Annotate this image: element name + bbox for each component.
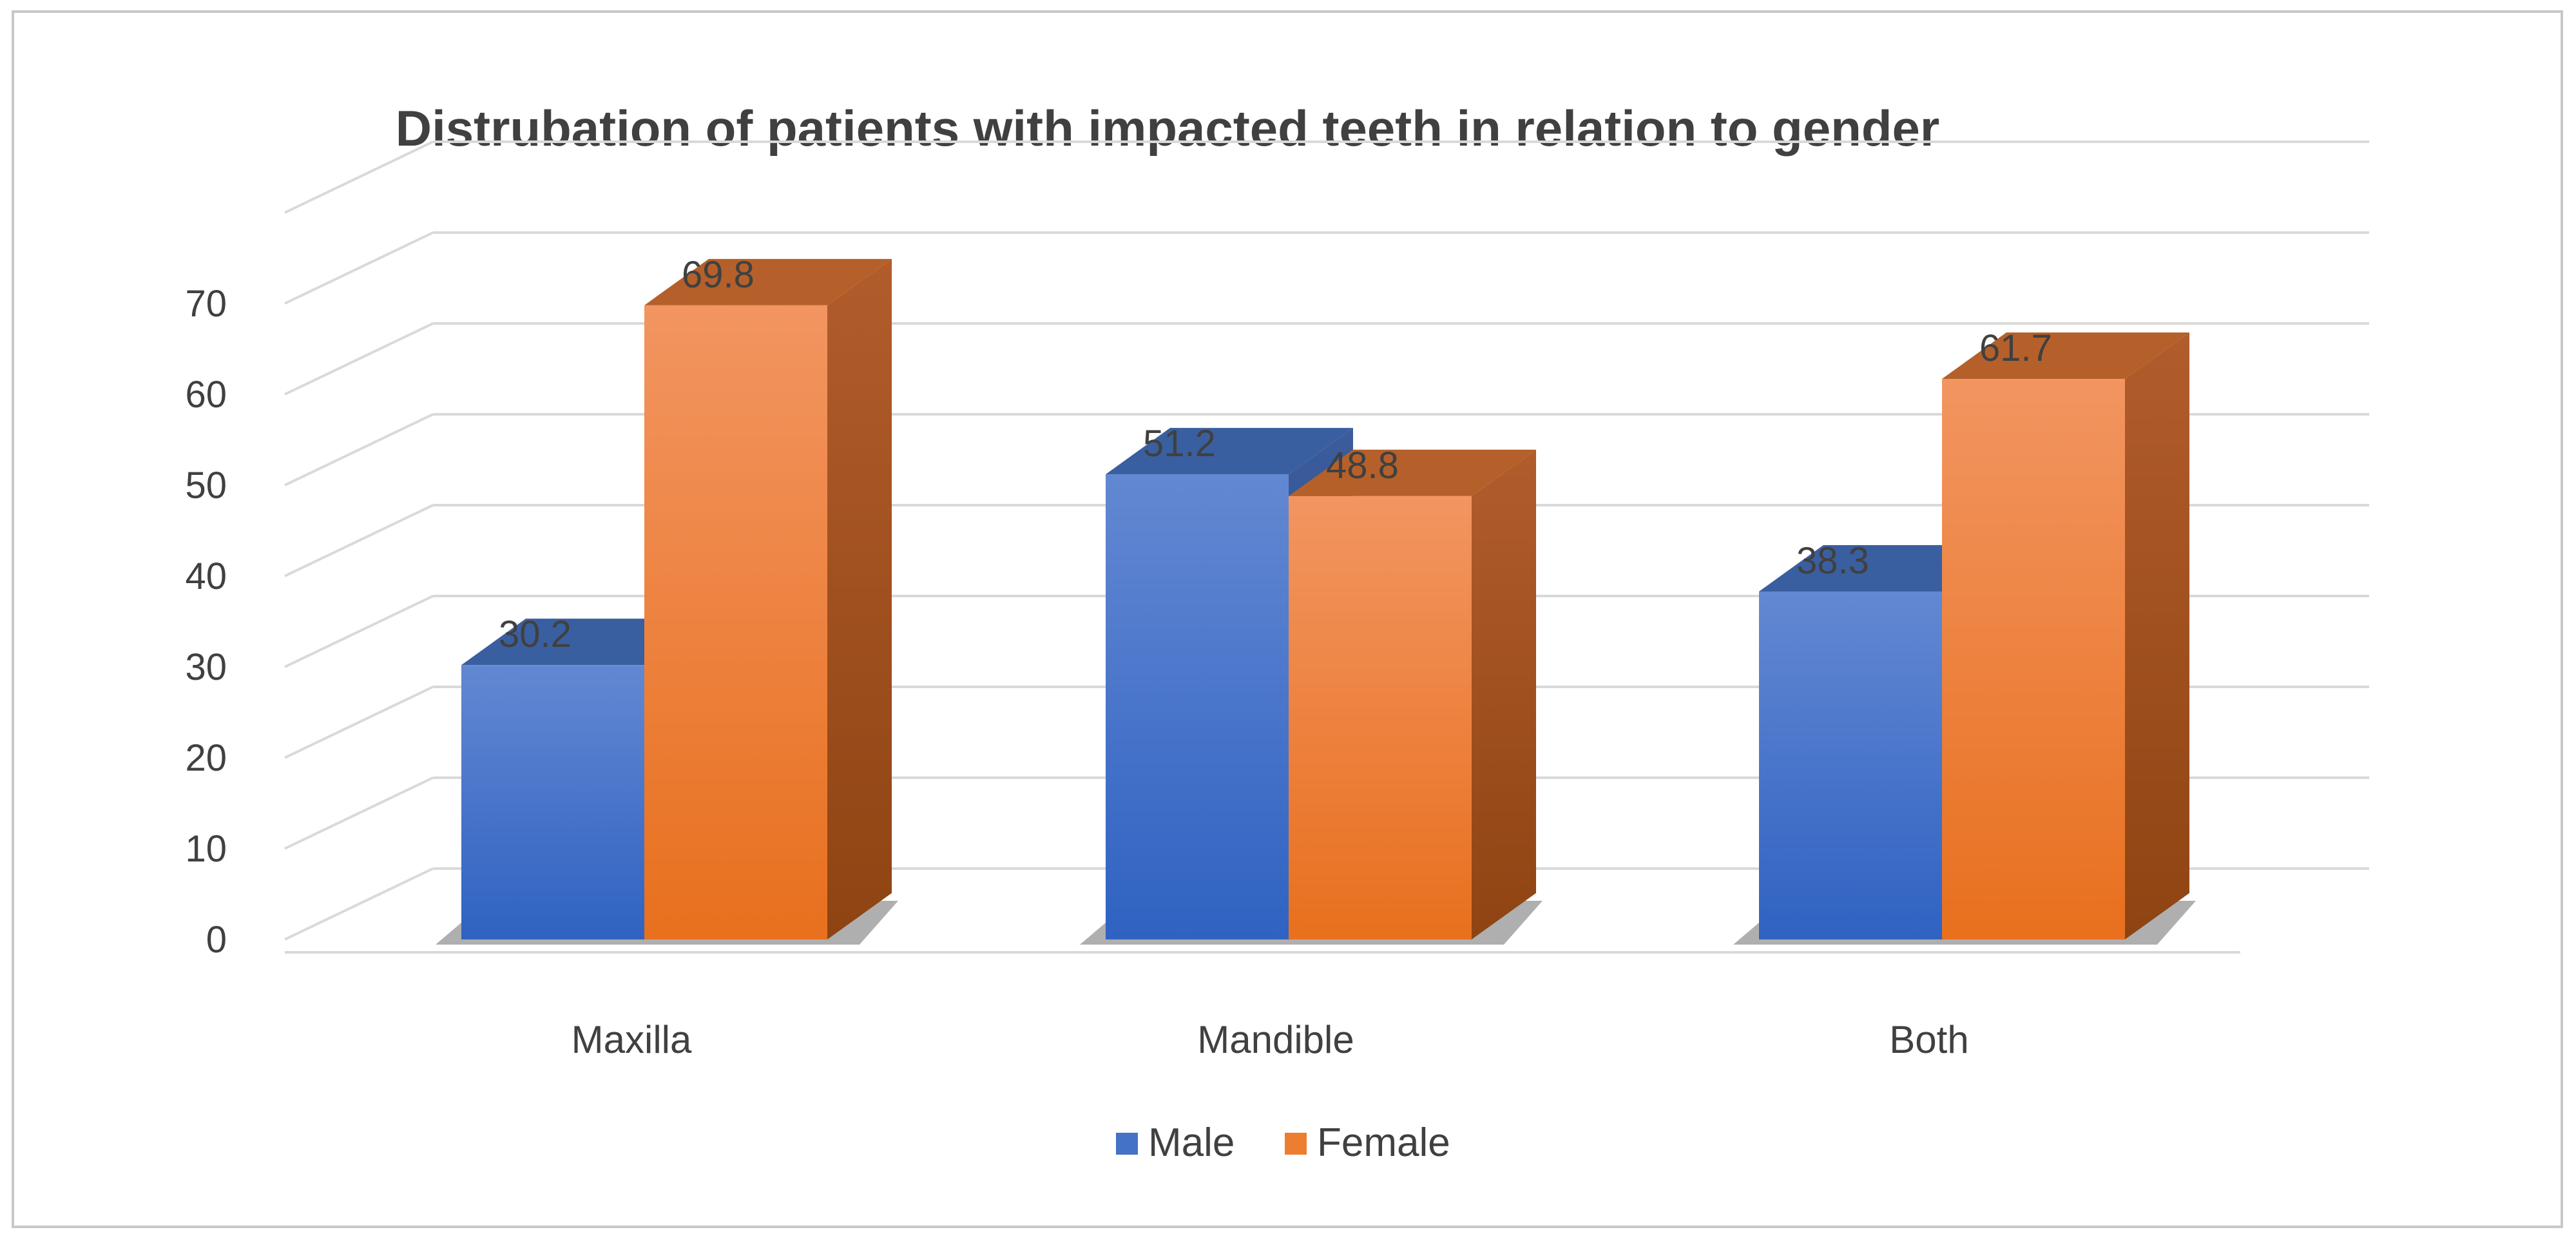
gridline-diag (284, 867, 434, 941)
x-axis-categories: Maxilla Mandible Both (572, 1018, 1969, 1061)
legend-label-male: Male (1148, 1121, 1235, 1165)
y-axis-ticks: 0 10 20 30 40 50 60 70 (185, 283, 227, 961)
bar-top (1942, 332, 2189, 380)
bar-front (644, 305, 827, 939)
gridline-diag (284, 140, 434, 214)
y-tick-label: 60 (185, 374, 227, 416)
category-label-maxilla: Maxilla (572, 1018, 692, 1061)
legend: Male Female (1116, 1121, 1450, 1165)
bar-top (644, 258, 892, 305)
bar-female-mandible (1289, 449, 1536, 939)
chart-svg: Distrubation of patients with impacted t… (185, 100, 2369, 1165)
data-label-male-both: 38.3 (1796, 540, 1869, 582)
bar-front (1106, 474, 1289, 939)
legend-swatch-male (1116, 1133, 1138, 1155)
gridline-diag (284, 595, 434, 668)
data-label-female-mandible: 48.8 (1326, 445, 1399, 486)
bar-front (1942, 379, 2125, 939)
gridline-diag (284, 776, 434, 850)
bar-side (1472, 449, 1536, 939)
data-label-female-both: 61.7 (1979, 327, 2052, 369)
data-label-layer: 30.2 69.8 51.2 48.8 38.3 61.7 (499, 254, 2052, 655)
bar-front (1759, 591, 1942, 939)
data-label-female-maxilla: 69.8 (682, 254, 755, 296)
gridline-diag (284, 231, 434, 305)
bar-female-both (1942, 332, 2189, 939)
gridline-diag (284, 504, 434, 577)
chart-frame: Distrubation of patients with impacted t… (12, 10, 2563, 1228)
y-tick-label: 20 (185, 737, 227, 779)
gridline-diag (284, 686, 434, 759)
chart-title: Distrubation of patients with impacted t… (396, 100, 1939, 157)
bar-front (461, 665, 644, 939)
category-label-mandible: Mandible (1197, 1018, 1354, 1061)
y-tick-label: 0 (206, 919, 227, 961)
y-tick-label: 10 (185, 828, 227, 870)
bar-top (1289, 449, 1536, 496)
y-tick-label: 70 (185, 283, 227, 325)
data-label-male-mandible: 51.2 (1143, 423, 1216, 465)
data-label-male-maxilla: 30.2 (499, 613, 572, 655)
y-tick-label: 30 (185, 646, 227, 688)
bar-top (1106, 428, 1353, 475)
bar-layer (436, 258, 2196, 945)
bar-side (2125, 332, 2189, 939)
y-tick-label: 50 (185, 465, 227, 506)
gridline-diag (284, 413, 434, 486)
legend-swatch-female (1285, 1133, 1307, 1155)
bar-female-maxilla (644, 258, 892, 939)
legend-label-female: Female (1317, 1121, 1450, 1165)
bar-front (1289, 495, 1472, 939)
gridline-diag (284, 322, 434, 396)
category-label-both: Both (1889, 1018, 1968, 1061)
bar-side (827, 258, 892, 939)
y-tick-label: 40 (185, 555, 227, 597)
